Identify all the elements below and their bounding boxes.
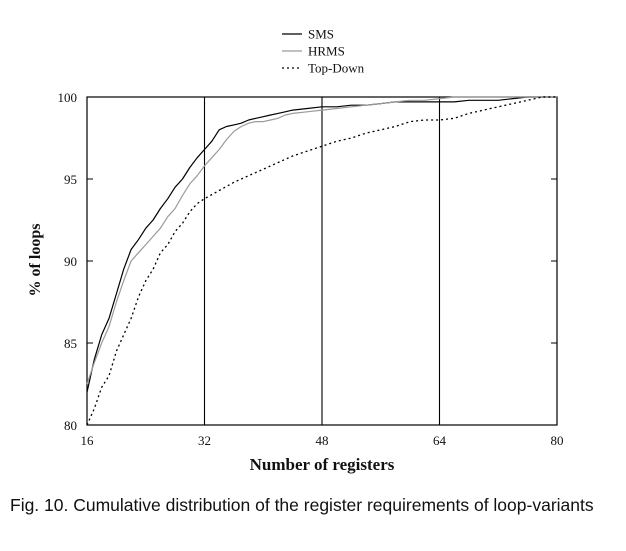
reference-lines <box>203 97 441 425</box>
figure-caption: Fig. 10. Cumulative distribution of the … <box>10 495 594 515</box>
series-line-hrms <box>86 96 557 385</box>
chart: SMS HRMS Top-Down 16 32 48 64 80 80 85 90 95 100 Nu… <box>27 27 564 475</box>
x-tick-label: 64 <box>433 433 447 448</box>
y-tick-label: 85 <box>64 336 77 351</box>
legend-label-hrms: HRMS <box>308 44 345 59</box>
y-axis-label: % of loops <box>27 224 44 297</box>
series-lines <box>86 96 557 426</box>
x-tick-label: 16 <box>81 433 95 448</box>
y-tick-label: 90 <box>64 254 77 269</box>
x-tick-label: 48 <box>316 433 329 448</box>
x-tick-label: 80 <box>551 433 564 448</box>
y-tick-label: 100 <box>58 90 78 105</box>
series-line-top-down <box>86 96 557 426</box>
x-tick-label: 32 <box>198 433 211 448</box>
x-axis-label: Number of registers <box>250 455 395 474</box>
legend-label-sms: SMS <box>308 27 334 42</box>
axis-ticks: 16 32 48 64 80 80 85 90 95 100 <box>58 90 564 448</box>
y-tick-label: 80 <box>64 418 77 433</box>
series-line-sms <box>86 96 557 393</box>
legend-label-top-down: Top-Down <box>308 61 365 76</box>
y-tick-label: 95 <box>64 172 77 187</box>
legend: SMS HRMS Top-Down <box>282 27 365 76</box>
